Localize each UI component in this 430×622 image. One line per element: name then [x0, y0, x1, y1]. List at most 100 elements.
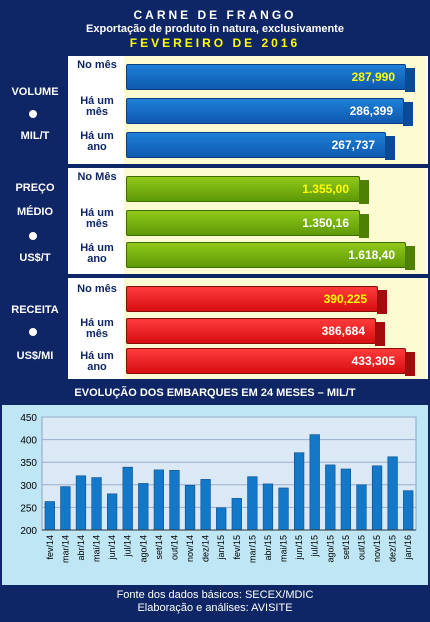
- bar: [184, 484, 196, 531]
- bar: [60, 486, 71, 531]
- x-tick-label: jun/14: [107, 535, 117, 561]
- price-bar-prev-month: 1.350,16: [126, 210, 369, 238]
- row-label: Há um ano: [80, 350, 114, 373]
- bar: [153, 469, 165, 531]
- price-value-prev-year: 1.618,40: [348, 248, 395, 262]
- x-tick-label: set/14: [154, 535, 164, 560]
- bar: [340, 468, 352, 531]
- x-tick-label: nov/15: [372, 535, 382, 562]
- price-bar-current: 1.355,00: [126, 176, 369, 204]
- y-tick-label: 450: [20, 413, 37, 424]
- price-label-2: MÉDIO: [16, 206, 54, 218]
- x-tick-label: ago/14: [138, 535, 148, 563]
- volume-bar-current: 287,990: [126, 64, 415, 92]
- y-tick-label: 250: [20, 503, 37, 514]
- volume-bar-prev-year: 267,737: [126, 132, 395, 160]
- price-unit: US$/T: [19, 252, 51, 264]
- row-label: No mês: [77, 283, 117, 295]
- bar: [169, 470, 180, 531]
- bar: [200, 479, 211, 531]
- bar: [356, 484, 367, 531]
- volume-panel: VOLUME MIL/T No mês Há um mês Há um ano …: [2, 56, 428, 164]
- shipments-chart: 200 250 300 350 400 450 fev/14 mar/14 abr/14 mai/…: [20, 413, 417, 563]
- bar: [75, 475, 87, 531]
- revenue-label: RECEITA: [11, 304, 59, 316]
- x-tick-label: jan/16: [403, 535, 413, 561]
- price-label-block: PREÇO MÉDIO US$/T: [2, 168, 68, 274]
- revenue-value-prev-month: 386,684: [321, 324, 365, 338]
- bar: [387, 456, 398, 531]
- price-bar-prev-year: 1.618,40: [126, 242, 415, 270]
- x-tick-label: nov/14: [185, 535, 195, 562]
- x-tick-label: jan/15: [216, 535, 226, 561]
- price-label-1: PREÇO: [15, 182, 55, 194]
- plot-area: [41, 416, 417, 531]
- x-tick-label: mar/15: [247, 535, 257, 563]
- bar: [403, 490, 414, 531]
- bar: [325, 464, 336, 531]
- row-label: No Mês: [77, 171, 117, 183]
- volume-unit: MIL/T: [20, 130, 50, 142]
- period-label: FEVEREIRO DE 2016: [129, 36, 301, 50]
- header: CARNE DE FRANGO Exportação de produto in…: [2, 2, 428, 54]
- divider: [2, 164, 428, 166]
- price-value-prev-month: 1.350,16: [302, 216, 349, 230]
- revenue-value-current: 390,225: [323, 292, 367, 306]
- credits-note: Elaboração e análises: AVISITE: [137, 602, 293, 614]
- row-label: Há um mês: [80, 207, 114, 230]
- revenue-bar-current: 390,225: [126, 286, 387, 314]
- x-tick-label: abr/14: [76, 535, 86, 561]
- bar: [293, 452, 305, 531]
- chart-container: 200 250 300 350 400 450 fev/14 mar/14 abr/14 mai/…: [2, 405, 428, 585]
- page-subtitle: Exportação de produto in natura, exclusi…: [86, 23, 344, 35]
- row-label: No mês: [77, 59, 117, 71]
- divider: [2, 274, 428, 276]
- source-note: Fonte dos dados básicos: SECEX/MDIC: [116, 589, 314, 601]
- x-tick-label: jul/15: [310, 535, 320, 558]
- bar: [247, 476, 258, 531]
- bar: [216, 507, 227, 531]
- y-tick-label: 200: [20, 526, 37, 537]
- revenue-label-block: RECEITA US$/MI: [2, 278, 68, 379]
- x-tick-label: fev/14: [45, 535, 55, 560]
- x-tick-label: jun/15: [294, 535, 304, 561]
- bar: [262, 483, 274, 531]
- bar: [138, 483, 149, 531]
- x-tick-label: jul/14: [123, 535, 133, 558]
- bar: [231, 498, 242, 531]
- price-panel: PREÇO MÉDIO US$/T No Mês Há um mês Há um…: [2, 168, 428, 274]
- x-tick-label: dez/15: [388, 535, 398, 562]
- bullet-dot: [29, 232, 37, 240]
- revenue-value-prev-year: 433,305: [351, 354, 395, 368]
- x-tick-label: mai/14: [92, 535, 102, 562]
- x-tick-label: out/14: [169, 535, 179, 560]
- row-label: Há um ano: [80, 130, 114, 153]
- volume-label: VOLUME: [11, 86, 59, 98]
- bar: [44, 501, 55, 531]
- bullet-dot: [29, 328, 37, 336]
- bar: [309, 434, 320, 531]
- footer: Fonte dos dados básicos: SECEX/MDIC Elab…: [2, 585, 428, 620]
- x-tick-label: set/15: [341, 535, 351, 560]
- y-tick-label: 300: [20, 481, 37, 492]
- row-label: Há um ano: [80, 242, 114, 265]
- bullet-dot: [29, 110, 37, 118]
- volume-bar-prev-month: 286,399: [126, 98, 413, 126]
- bar: [122, 466, 133, 531]
- price-value-current: 1.355,00: [302, 182, 349, 196]
- x-tick-label: abr/15: [263, 535, 273, 561]
- volume-label-block: VOLUME MIL/T: [2, 56, 68, 164]
- x-tick-label: out/15: [356, 535, 366, 560]
- x-tick-label: mar/14: [60, 535, 70, 563]
- revenue-panel: RECEITA US$/MI No mês Há um mês Há um an…: [2, 278, 428, 379]
- x-tick-label: mai/15: [279, 535, 289, 562]
- revenue-bar-prev-month: 386,684: [126, 318, 385, 346]
- chart-title: EVOLUÇÃO DOS EMBARQUES EM 24 MESES – MIL…: [2, 381, 428, 405]
- row-label: Há um mês: [80, 317, 114, 340]
- y-tick-label: 400: [20, 436, 37, 447]
- page-title: CARNE DE FRANGO: [133, 8, 297, 22]
- x-tick-label: dez/14: [201, 535, 211, 562]
- y-tick-label: 350: [20, 458, 37, 469]
- bar: [91, 477, 102, 531]
- volume-value-prev-year: 267,737: [331, 138, 375, 152]
